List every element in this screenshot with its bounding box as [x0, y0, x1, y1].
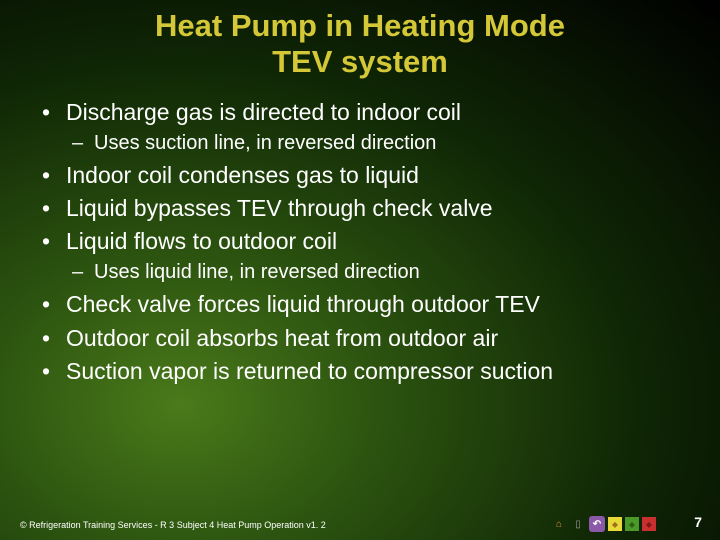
home-icon[interactable]: ⌂ [551, 516, 567, 532]
bullet-item: Liquid flows to outdoor coil Uses liquid… [38, 226, 682, 285]
sub-text: Uses liquid line, in reversed direction [94, 261, 420, 283]
bullet-text: Check valve forces liquid through outdoo… [66, 291, 540, 317]
bullet-item: Outdoor coil absorbs heat from outdoor a… [38, 323, 682, 354]
slide-content: Discharge gas is directed to indoor coil… [0, 79, 720, 386]
bullet-text: Outdoor coil absorbs heat from outdoor a… [66, 325, 498, 351]
bullet-text: Indoor coil condenses gas to liquid [66, 162, 419, 188]
slide: Heat Pump in Heating Mode TEV system Dis… [0, 0, 720, 540]
slide-title: Heat Pump in Heating Mode TEV system [0, 0, 720, 79]
bullet-item: Indoor coil condenses gas to liquid [38, 160, 682, 191]
title-line-2: TEV system [272, 44, 448, 79]
bullet-text: Discharge gas is directed to indoor coil [66, 99, 461, 125]
bullet-item: Check valve forces liquid through outdoo… [38, 289, 682, 320]
return-icon[interactable]: ↶ [589, 516, 605, 532]
title-line-1: Heat Pump in Heating Mode [155, 8, 565, 43]
nav-play-icon[interactable]: ◆ [625, 517, 639, 531]
sub-text: Uses suction line, in reversed direction [94, 132, 436, 154]
bullet-item: Liquid bypasses TEV through check valve [38, 193, 682, 224]
document-icon[interactable]: ▯ [570, 516, 586, 532]
bullet-item: Suction vapor is returned to compressor … [38, 356, 682, 387]
page-number: 7 [694, 514, 702, 530]
footer-copyright: © Refrigeration Training Services - R 3 … [20, 520, 326, 530]
nav-prev-icon[interactable]: ◆ [608, 517, 622, 531]
sub-item: Uses suction line, in reversed direction [66, 130, 682, 156]
bullet-text: Suction vapor is returned to compressor … [66, 358, 553, 384]
sub-item: Uses liquid line, in reversed direction [66, 259, 682, 285]
bullet-item: Discharge gas is directed to indoor coil… [38, 97, 682, 156]
sub-list: Uses suction line, in reversed direction [66, 130, 682, 156]
bullet-text: Liquid flows to outdoor coil [66, 228, 337, 254]
nav-icon-group: ⌂ ▯ ↶ ◆ ◆ ◆ [551, 516, 656, 532]
nav-next-icon[interactable]: ◆ [642, 517, 656, 531]
bullet-list: Discharge gas is directed to indoor coil… [38, 97, 682, 386]
bullet-text: Liquid bypasses TEV through check valve [66, 195, 493, 221]
sub-list: Uses liquid line, in reversed direction [66, 259, 682, 285]
